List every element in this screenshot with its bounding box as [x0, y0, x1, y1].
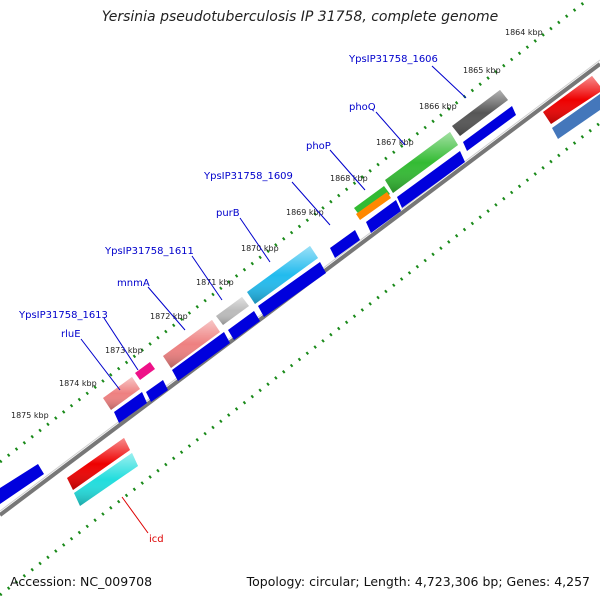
feature-offscreen-steelblue[interactable] [552, 94, 600, 139]
kbp-label: 1873 kbp [105, 346, 143, 355]
kbp-label: 1865 kbp [463, 66, 501, 75]
kbp-label: 1864 kbp [505, 28, 543, 37]
kbp-label: 1872 kbp [150, 312, 188, 321]
kbp-label: 1869 kbp [286, 208, 324, 217]
kbp-label: 1866 kbp [419, 102, 457, 111]
gene-label-mnmA[interactable]: mnmA [117, 278, 150, 289]
gene-label-purB[interactable]: purB [216, 208, 240, 219]
genome-summary: Topology: circular; Length: 4,723,306 bp… [246, 574, 590, 589]
kbp-label: 1868 kbp [330, 174, 368, 183]
kbp-label: 1874 kbp [59, 379, 97, 388]
feature-gene-phoP[interactable] [354, 186, 391, 220]
feature-gene-purB[interactable] [247, 246, 318, 304]
gene-label-phoQ[interactable]: phoQ [349, 102, 376, 113]
gene-label-icd[interactable]: icd [149, 534, 164, 545]
cds-arrow[interactable] [0, 464, 44, 504]
kbp-label: 1875 kbp [11, 411, 49, 420]
gene-labels: YpsIP31758_1606 phoQ phoP YpsIP31758_160… [18, 54, 467, 545]
kbp-labels: 1864 kbp 1865 kbp 1866 kbp 1867 kbp 1868… [11, 28, 543, 420]
kbp-label: 1870 kbp [241, 244, 279, 253]
feature-gene-1606[interactable] [452, 90, 508, 136]
feature-gene-icd[interactable] [67, 438, 138, 506]
gene-label-YpsIP31758_1611[interactable]: YpsIP31758_1611 [104, 246, 194, 257]
cds-arrow[interactable] [172, 332, 230, 381]
map-title: Yersinia pseudotuberculosis IP 31758, co… [101, 9, 499, 25]
accession-label: Accession: NC_009708 [10, 574, 153, 589]
cds-arrow[interactable] [114, 392, 147, 423]
gene-label-rluE[interactable]: rluE [61, 329, 81, 340]
feature-offscreen-red[interactable] [543, 76, 600, 124]
outer-dotted-track [0, 0, 590, 464]
feature-gene-1611[interactable] [216, 297, 249, 325]
feature-gene-1613[interactable] [135, 362, 155, 380]
kbp-label: 1867 kbp [376, 138, 414, 147]
kbp-label: 1871 kbp [196, 278, 234, 287]
cds-arrow[interactable] [366, 200, 401, 233]
feature-gene-mnmA[interactable] [163, 320, 220, 368]
inner-dotted-track [0, 121, 600, 597]
feature-gene-phoQ[interactable] [385, 132, 458, 193]
cds-arrow[interactable] [258, 262, 326, 317]
cds-arrow[interactable] [397, 151, 465, 208]
cds-arrow[interactable] [463, 106, 516, 151]
cds-track [0, 106, 516, 504]
cds-arrow[interactable] [330, 230, 360, 258]
gene-label-YpsIP31758_1613[interactable]: YpsIP31758_1613 [18, 310, 108, 321]
gene-label-YpsIP31758_1606[interactable]: YpsIP31758_1606 [348, 54, 438, 65]
gene-label-YpsIP31758_1609[interactable]: YpsIP31758_1609 [203, 171, 293, 182]
feature-gene-rluE[interactable] [103, 377, 140, 410]
gene-label-phoP[interactable]: phoP [306, 141, 331, 152]
cds-arrow[interactable] [146, 380, 168, 402]
cds-arrow[interactable] [228, 311, 260, 340]
